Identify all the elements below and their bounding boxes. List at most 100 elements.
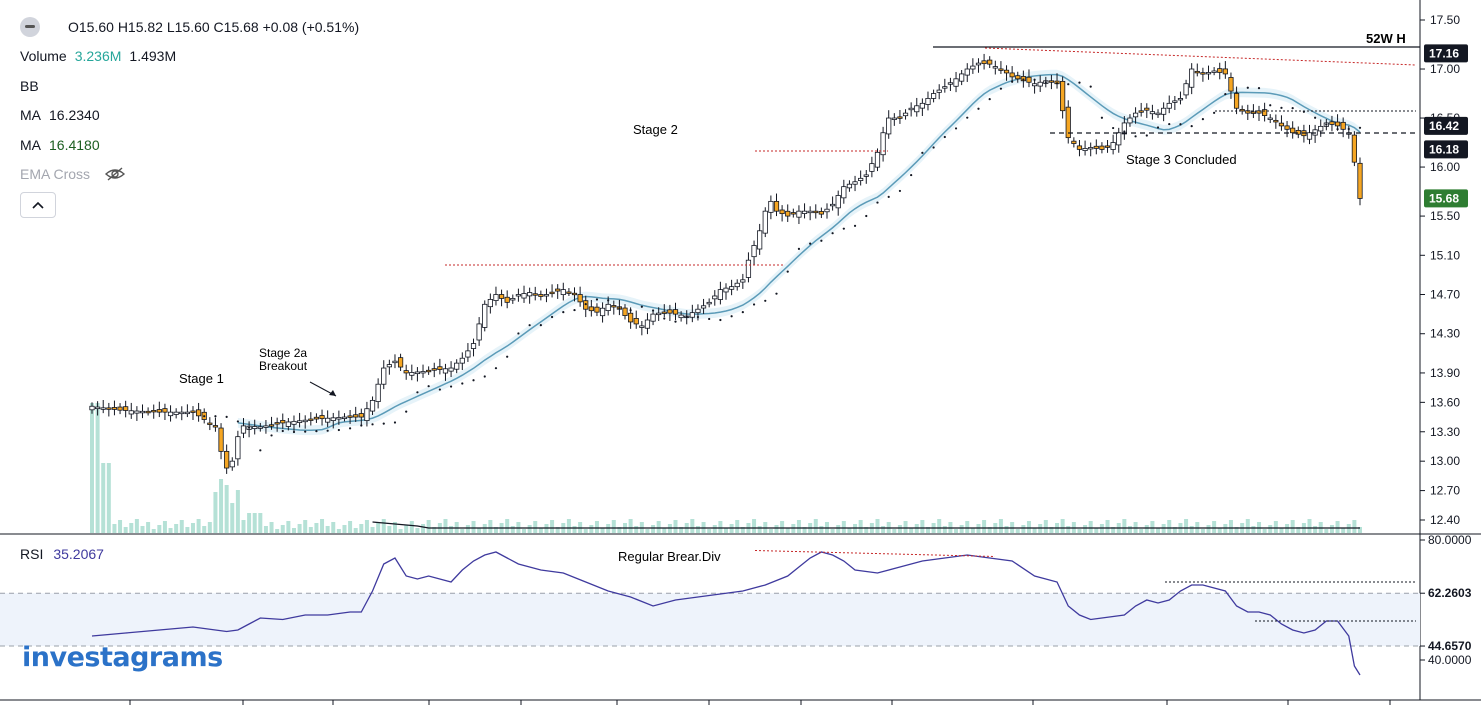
- volume-bar: [572, 526, 577, 533]
- candle-body: [510, 298, 516, 301]
- candle-body: [482, 303, 488, 328]
- volume-bar: [1329, 525, 1334, 533]
- candle-body: [964, 68, 970, 76]
- candle-body: [874, 151, 881, 168]
- trailing-dot: [382, 422, 385, 425]
- candle-body: [1351, 134, 1357, 163]
- volume-bar: [1352, 520, 1357, 533]
- trailing-dot: [270, 434, 273, 437]
- volume-bar: [392, 522, 397, 533]
- volume-bar: [275, 529, 280, 533]
- candle-body: [723, 287, 729, 293]
- volume-bar: [1015, 529, 1020, 533]
- candle-body: [369, 399, 376, 412]
- trailing-dot: [708, 317, 711, 321]
- annotation-stage-1: Stage 1: [179, 371, 224, 386]
- volume-bar: [617, 527, 622, 533]
- price-tag: 15.68: [1424, 189, 1468, 208]
- volume-bar: [1150, 521, 1155, 533]
- candle-body: [1295, 129, 1301, 135]
- trailing-dot: [393, 421, 397, 424]
- volume-bar: [404, 525, 409, 533]
- price-tag-box: [1424, 189, 1468, 208]
- price-axis-tick-label: 13.30: [1430, 425, 1460, 439]
- volume-bar: [95, 403, 100, 533]
- volume-bar: [196, 519, 201, 533]
- volume-bar: [662, 528, 667, 533]
- candle-body: [296, 420, 303, 423]
- candle-body: [902, 112, 909, 117]
- candle-body: [173, 411, 179, 415]
- candle-body: [672, 309, 679, 315]
- candle-body: [235, 436, 241, 460]
- volume-bar: [510, 526, 515, 533]
- trailing-dot: [921, 151, 924, 154]
- candle-body: [846, 183, 853, 189]
- volume-bar: [1324, 529, 1329, 533]
- trailing-dot: [876, 201, 879, 204]
- candle-body: [919, 102, 925, 109]
- ohlc-values: O15.60 H15.82 L15.60 C15.68 +0.08 (+0.51…: [68, 18, 360, 35]
- candle-body: [667, 309, 673, 314]
- candle-body: [661, 311, 667, 314]
- volume-bar: [1043, 520, 1048, 533]
- bollinger-fill: [237, 69, 1360, 436]
- trailing-dot: [449, 385, 453, 388]
- trailing-dot: [1314, 116, 1317, 119]
- collapse-legend-icon[interactable]: [20, 16, 40, 37]
- trailing-dot: [1033, 78, 1036, 81]
- volume-bar: [488, 520, 493, 533]
- price-axis[interactable]: 17.5017.0016.5016.0015.5015.1014.7014.30…: [1420, 13, 1468, 527]
- candle-body: [1138, 110, 1144, 113]
- hidden-eye-icon[interactable]: [104, 166, 126, 182]
- price-tag-label: 17.16: [1429, 46, 1459, 60]
- volume-bar: [342, 525, 347, 533]
- volume-bar: [1105, 520, 1110, 533]
- candle-body: [353, 414, 359, 418]
- candle-body: [1290, 127, 1296, 134]
- candle-body: [313, 416, 320, 420]
- trailing-dot: [1269, 104, 1272, 107]
- candle-body: [364, 408, 370, 421]
- volume-bar: [594, 521, 599, 533]
- volume-bar: [1335, 521, 1340, 533]
- rsi-tick-label: 62.2603: [1428, 586, 1472, 600]
- candle-body: [1233, 93, 1240, 109]
- candle-body: [1177, 98, 1184, 101]
- candle-body: [970, 65, 976, 70]
- candle-body: [835, 195, 841, 209]
- volume-bar: [965, 521, 970, 533]
- candle-body: [1132, 112, 1139, 118]
- ma2-value: 16.4180: [49, 136, 100, 153]
- candle-body: [571, 292, 578, 296]
- candle-body: [504, 296, 510, 303]
- volume-bar: [101, 463, 106, 533]
- collapse-indicators-button[interactable]: [20, 192, 56, 218]
- candle-body: [1329, 121, 1335, 125]
- candle-body: [397, 357, 404, 368]
- trailing-dot: [494, 367, 498, 370]
- candle-body: [987, 59, 993, 65]
- candle-body: [145, 410, 151, 414]
- candle-body: [897, 116, 903, 119]
- price-axis-tick-label: 12.70: [1430, 484, 1460, 498]
- rsi-band: [0, 593, 1420, 647]
- candle-body: [818, 211, 824, 215]
- candle-body: [706, 301, 712, 305]
- ema-cross-label: EMA Cross: [20, 166, 91, 183]
- volume-bar: [308, 527, 313, 533]
- price-axis-tick-label: 17.50: [1430, 13, 1460, 27]
- volume-bar: [129, 523, 134, 533]
- breakout-arrowhead: [329, 390, 336, 396]
- volume-bar: [1279, 528, 1284, 533]
- volume-bar: [320, 519, 325, 533]
- candle-body: [734, 282, 740, 288]
- trailing-dot: [483, 375, 486, 378]
- trailing-dot: [1134, 135, 1137, 138]
- trailing-dot: [1022, 78, 1025, 81]
- candle-body: [420, 371, 426, 374]
- candle-body: [1037, 81, 1043, 87]
- candle-body: [599, 307, 606, 317]
- volume-bar: [174, 524, 179, 533]
